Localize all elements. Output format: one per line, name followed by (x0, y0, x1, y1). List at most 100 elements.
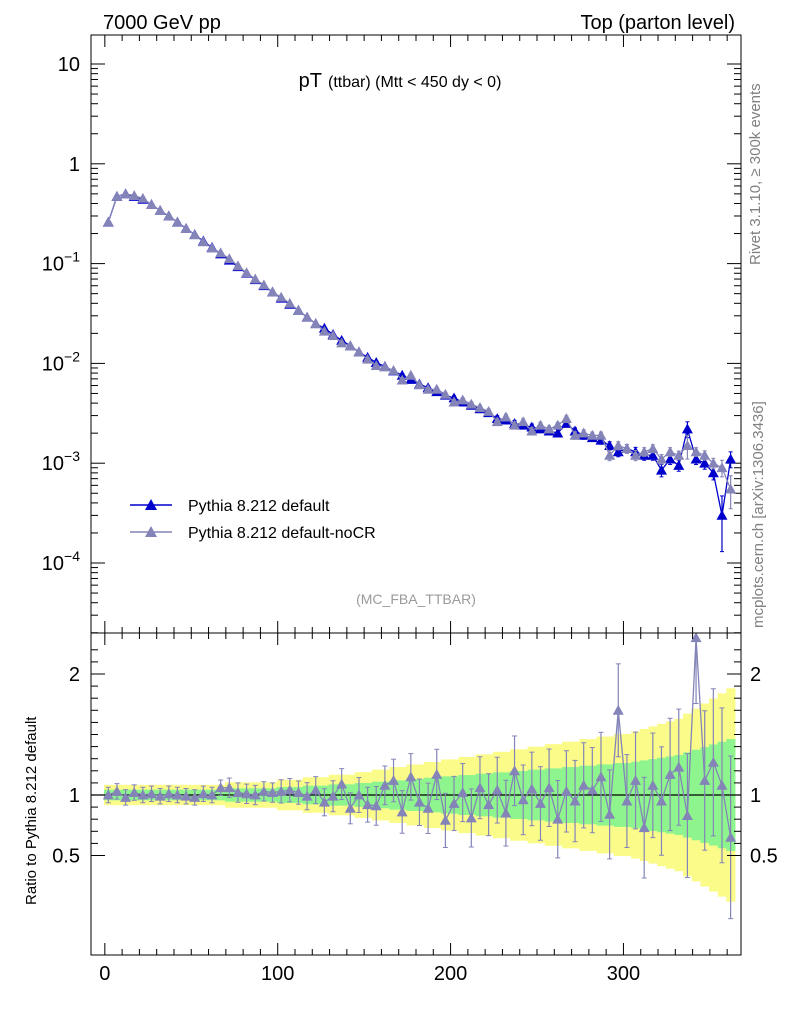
ratio-point (491, 784, 503, 795)
ratio-point (292, 787, 304, 797)
data-point (725, 483, 737, 494)
ratio-y-tick-label-right: 1 (750, 785, 761, 807)
ratio-point (431, 768, 443, 779)
ratio-point (336, 778, 348, 789)
data-point (431, 383, 443, 394)
ratio-point (517, 794, 529, 805)
ratio-point (197, 788, 209, 799)
main-y-tick-label: 10 (58, 54, 80, 76)
data-point (249, 273, 261, 284)
ratio-point (370, 800, 382, 811)
data-point (370, 360, 382, 371)
ratio-axis-ticks (91, 633, 741, 955)
main-frame (90, 34, 742, 634)
data-point (422, 383, 434, 394)
data-point (388, 364, 400, 375)
ratio-point (344, 802, 356, 813)
data-point (569, 429, 581, 440)
ratio-point (500, 807, 512, 818)
data-point (154, 205, 166, 215)
data-point (120, 188, 132, 199)
data-point (189, 229, 201, 240)
ratio-point (102, 789, 114, 800)
data-point (655, 453, 667, 464)
data-point (647, 443, 659, 454)
ratio-point (578, 779, 590, 790)
ratio-point (241, 788, 253, 799)
ratio-point (405, 771, 417, 782)
data-point (673, 449, 685, 460)
ratio-point (604, 808, 616, 819)
data-point (690, 446, 702, 457)
ratio-point (413, 796, 425, 807)
ratio-point (725, 831, 737, 842)
ratio-y-tick-labels: 2 2 1 1 0.5 0.5 (52, 664, 778, 868)
main-axis-ticks (91, 35, 741, 634)
data-point (690, 453, 702, 464)
ratio-point (180, 790, 192, 801)
ratio-point (483, 799, 495, 810)
ratio-point (128, 787, 140, 797)
data-point (543, 423, 555, 434)
data-point (621, 443, 633, 454)
ratio-point (673, 761, 685, 772)
ratio-y-tick-label: 2 (69, 664, 80, 686)
ratio-point (560, 785, 572, 796)
data-point (491, 416, 503, 427)
data-point (578, 427, 590, 438)
data-point (647, 449, 659, 460)
data-point (379, 361, 391, 372)
ratio-point (569, 795, 581, 806)
mcplots-label: mcplots.cern.ch [arXiv:1306.3436] (750, 401, 767, 628)
data-point (699, 457, 711, 468)
ratio-point (552, 813, 564, 824)
data-point (560, 413, 572, 423)
data-point (223, 253, 235, 264)
data-point (344, 340, 356, 351)
data-point (405, 369, 417, 380)
ratio-point (690, 632, 702, 643)
data-point (457, 394, 469, 405)
ratio-point (163, 788, 175, 799)
x-tick-labels: 0 100 200 300 (99, 963, 640, 985)
data-point (534, 419, 546, 430)
x-tick-label: 200 (434, 963, 467, 985)
ratio-point (534, 797, 546, 808)
data-point (586, 429, 598, 440)
data-point (673, 459, 685, 470)
ratio-point (154, 790, 166, 801)
data-point (128, 190, 140, 201)
data-point (137, 192, 149, 203)
data-point (604, 449, 616, 460)
data-point (232, 260, 244, 271)
ratio-point (146, 788, 158, 799)
data-point (439, 388, 451, 399)
ratio-data-series (102, 632, 737, 920)
data-point (725, 453, 737, 464)
ratio-point (457, 787, 469, 797)
ratio-y-tick-label: 1 (69, 785, 80, 807)
ratio-point (595, 771, 607, 782)
data-point (483, 405, 495, 416)
data-point (500, 411, 512, 422)
ratio-point (612, 704, 624, 715)
ratio-point (120, 791, 132, 802)
data-point (707, 457, 719, 468)
data-point (612, 446, 624, 457)
data-point (509, 419, 521, 430)
ratio-point (327, 790, 339, 801)
data-point (526, 425, 538, 436)
x-tick-label: 0 (99, 963, 110, 985)
data-point (163, 210, 175, 221)
ratio-point (465, 812, 477, 823)
data-point (664, 453, 676, 464)
ratio-point (301, 790, 313, 801)
legend-marker-nocr (145, 526, 157, 537)
ratio-point (137, 789, 149, 800)
ratio-point (621, 795, 633, 806)
data-point (327, 330, 339, 340)
data-point (180, 223, 192, 234)
data-point (413, 379, 425, 390)
main-y-tick-label: 10−2 (42, 348, 80, 375)
